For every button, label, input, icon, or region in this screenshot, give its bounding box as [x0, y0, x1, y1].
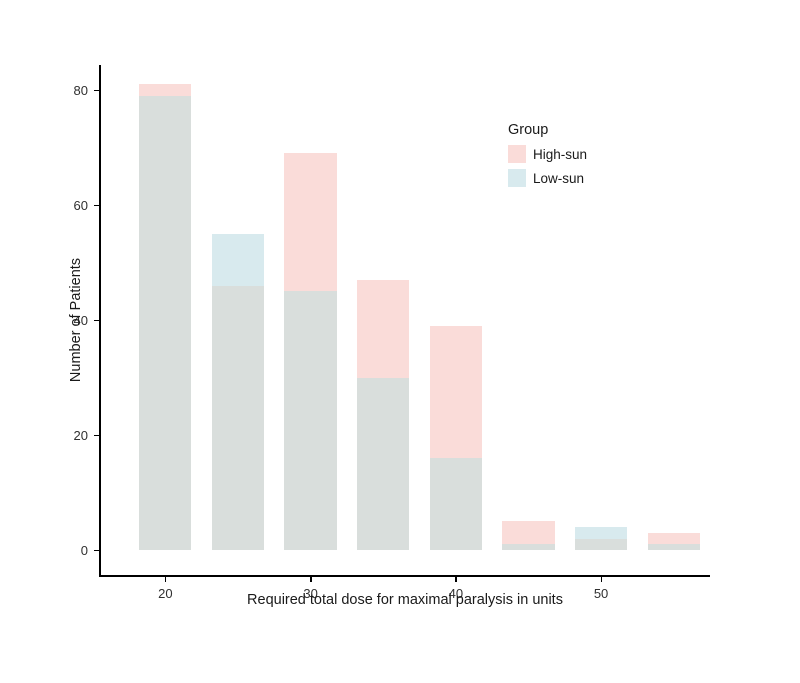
bar-segment-overlap — [139, 95, 192, 550]
y-tick-label: 60 — [73, 198, 88, 213]
bar-segment-overlap — [429, 458, 482, 550]
y-tick-label: 80 — [73, 83, 88, 98]
bar-segment-high-sun — [284, 153, 337, 292]
legend-title: Group — [508, 122, 549, 138]
y-tick-label: 40 — [73, 313, 88, 328]
x-tick-mark — [310, 576, 312, 582]
legend-item: Low-sun — [508, 169, 587, 187]
bar-segment-overlap — [574, 538, 628, 550]
bar-segment-low-sun — [574, 527, 628, 539]
y-tick-mark — [94, 434, 100, 436]
y-tick-label: 20 — [73, 428, 88, 443]
x-axis-label: Required total dose for maximal paralysi… — [247, 592, 563, 608]
bar-segment-overlap — [357, 377, 410, 550]
x-tick-mark — [164, 576, 167, 582]
legend-item: High-sun — [508, 145, 587, 163]
legend-item-label: Low-sun — [533, 170, 585, 186]
bar-segment-high-sun — [139, 84, 192, 96]
y-axis-label: Number of Patients — [68, 257, 84, 383]
x-tick-mark — [455, 576, 457, 582]
bar-segment-low-sun — [211, 233, 265, 286]
bar-segment-high-sun — [502, 521, 555, 545]
x-tick-label: 40 — [448, 586, 464, 601]
legend-items: High-sun Low-sun — [508, 145, 587, 187]
legend-swatch — [508, 145, 526, 163]
bar-segment-high-sun — [647, 532, 700, 545]
bar-segment-high-sun — [357, 279, 410, 378]
bar-segment-overlap — [284, 291, 337, 550]
y-tick-mark — [94, 319, 100, 321]
bar-segment-overlap — [211, 285, 265, 550]
y-tick-label: 0 — [80, 543, 88, 558]
y-tick-mark — [94, 204, 100, 206]
bar-segment-high-sun — [429, 325, 482, 458]
x-tick-label: 20 — [158, 586, 173, 601]
bar-segment-overlap — [647, 544, 700, 550]
x-tick-label: 50 — [593, 586, 609, 601]
y-tick-mark — [94, 549, 100, 551]
y-tick-mark — [94, 89, 100, 91]
legend-item-label: High-sun — [533, 146, 588, 162]
x-tick-label: 30 — [303, 586, 318, 601]
legend-swatch — [508, 169, 526, 187]
x-axis-line — [99, 575, 710, 577]
bar-segment-overlap — [502, 544, 555, 550]
x-tick-mark — [600, 576, 603, 582]
legend: Group High-sun Low-sun — [508, 122, 587, 193]
